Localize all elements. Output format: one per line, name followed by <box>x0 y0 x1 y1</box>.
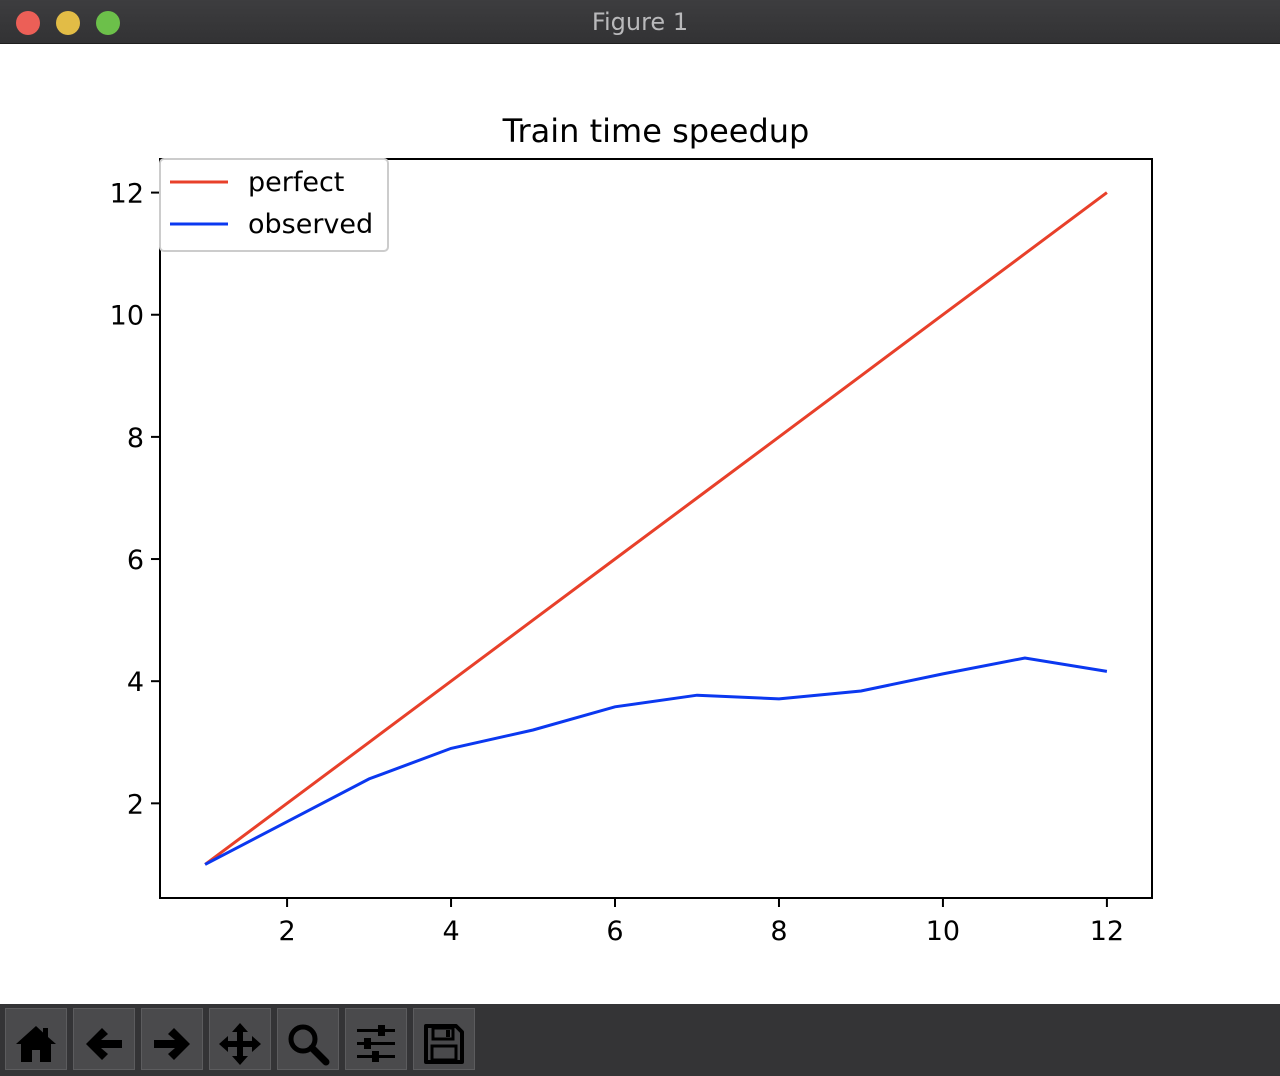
y-tick-label: 2 <box>127 789 144 820</box>
save-button[interactable] <box>413 1008 475 1070</box>
back-arrow-icon <box>86 1028 122 1060</box>
close-window-button[interactable] <box>16 11 40 35</box>
y-tick-label: 6 <box>127 545 144 576</box>
x-axis-ticks: 2 4 6 8 10 12 <box>278 898 1124 947</box>
home-button[interactable] <box>5 1008 67 1070</box>
home-icon <box>16 1026 56 1062</box>
y-tick-label: 10 <box>110 301 144 332</box>
back-button[interactable] <box>73 1008 135 1070</box>
configure-subplots-button[interactable] <box>345 1008 407 1070</box>
plot-frame <box>159 158 1153 899</box>
window-titlebar: Figure 1 <box>0 0 1280 44</box>
x-tick-label: 10 <box>926 916 960 947</box>
maximize-window-button[interactable] <box>96 11 120 35</box>
y-tick-label: 8 <box>127 423 144 454</box>
subplots-config-icon <box>357 1025 395 1062</box>
y-tick-label: 12 <box>110 179 144 210</box>
pan-icon <box>219 1023 261 1065</box>
series-line-perfect <box>204 191 1108 866</box>
zoom-button[interactable] <box>277 1008 339 1070</box>
x-tick-label: 12 <box>1090 916 1124 947</box>
x-tick-label: 2 <box>278 916 295 947</box>
forward-button[interactable] <box>141 1008 203 1070</box>
x-tick-label: 6 <box>606 916 623 947</box>
y-axis-ticks: 2 4 6 8 10 12 <box>110 179 160 820</box>
chart-title: Train time speedup <box>502 112 810 150</box>
forward-arrow-icon <box>154 1028 190 1060</box>
series-line-observed <box>204 656 1108 866</box>
minimize-window-button[interactable] <box>56 11 80 35</box>
save-icon <box>424 1024 464 1064</box>
pan-button[interactable] <box>209 1008 271 1070</box>
legend-label-observed: observed <box>248 209 373 240</box>
zoom-icon <box>288 1024 330 1066</box>
series-layer <box>204 191 1108 866</box>
y-tick-label: 4 <box>127 667 144 698</box>
navigation-toolbar <box>0 1004 1280 1076</box>
line-chart: Train time speedup 2 4 6 8 10 12 2 4 6 8 10 12 per… <box>110 112 1153 947</box>
figure-canvas: Train time speedup 2 4 6 8 10 12 2 4 6 8 10 12 per… <box>0 44 1280 1004</box>
x-tick-label: 4 <box>442 916 459 947</box>
x-tick-label: 8 <box>770 916 787 947</box>
legend: perfect observed <box>159 158 389 252</box>
legend-label-perfect: perfect <box>248 167 344 198</box>
window-title: Figure 1 <box>591 8 689 36</box>
